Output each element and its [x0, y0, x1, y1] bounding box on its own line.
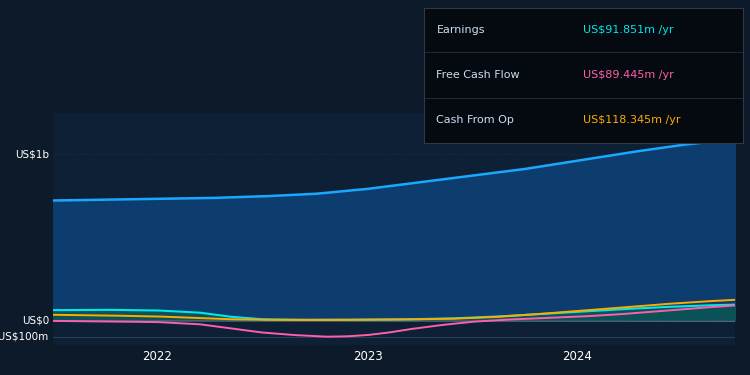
Text: US$1b: US$1b	[15, 149, 49, 159]
Text: Free Cash Flow: Free Cash Flow	[436, 70, 520, 80]
Text: Past: Past	[710, 124, 731, 134]
Text: US$89.445m /yr: US$89.445m /yr	[584, 70, 674, 80]
Text: -US$100m: -US$100m	[0, 332, 49, 342]
Text: Cash From Op: Cash From Op	[436, 115, 514, 125]
Text: Earnings: Earnings	[436, 25, 485, 35]
Text: US$91.851m /yr: US$91.851m /yr	[584, 25, 674, 35]
Text: US$0: US$0	[22, 315, 49, 325]
Text: US$118.345m /yr: US$118.345m /yr	[584, 115, 681, 125]
